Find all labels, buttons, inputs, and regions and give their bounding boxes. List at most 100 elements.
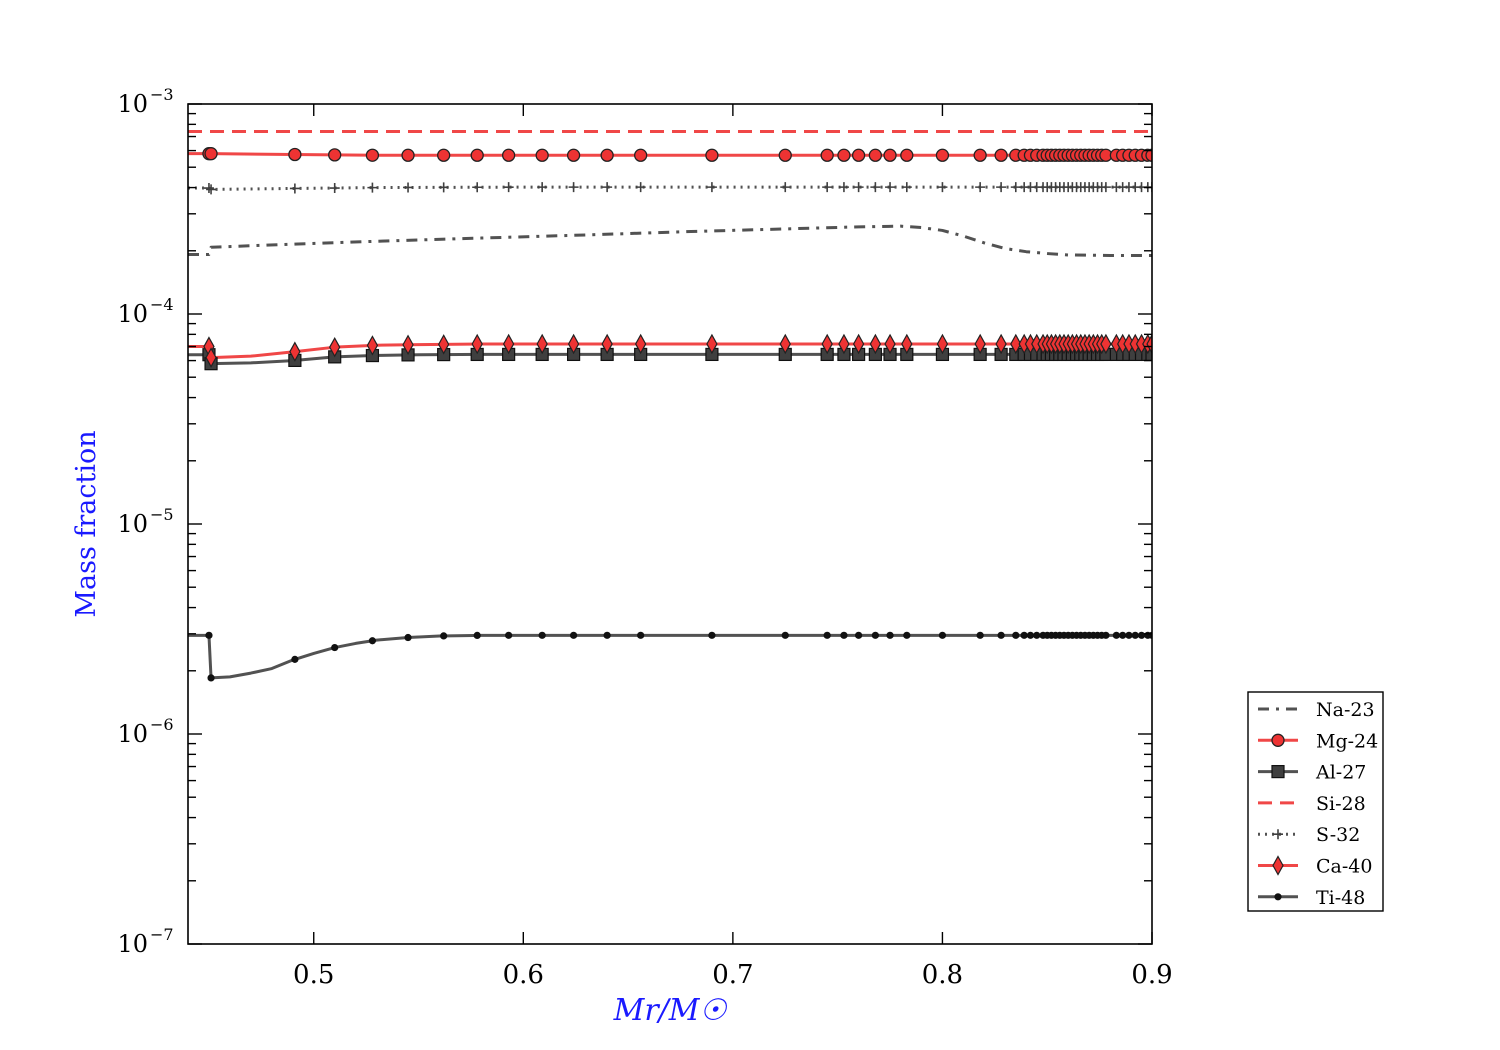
marker-ca-40 bbox=[536, 333, 548, 355]
marker-ti-48 bbox=[637, 631, 645, 639]
marker-s-32 bbox=[885, 182, 896, 193]
y-tick-exponent: −6 bbox=[150, 715, 174, 734]
marker-ca-40 bbox=[1146, 333, 1152, 355]
marker-ti-48 bbox=[440, 632, 448, 640]
marker-s-32 bbox=[472, 182, 483, 193]
marker-mg-24 bbox=[837, 148, 851, 162]
marker-mg-24 bbox=[705, 148, 719, 162]
marker-s-32 bbox=[289, 183, 300, 194]
marker-ti-48 bbox=[1026, 631, 1035, 639]
marker-mg-24 bbox=[328, 148, 342, 162]
marker-mg-24 bbox=[883, 148, 897, 162]
marker-ca-40 bbox=[821, 333, 833, 355]
marker-mg-24 bbox=[288, 147, 302, 162]
marker-ti-48 bbox=[603, 631, 611, 639]
marker-ti-48 bbox=[1112, 631, 1120, 639]
marker-ti-48 bbox=[538, 631, 546, 639]
marker-ti-48 bbox=[205, 631, 213, 639]
marker-s-32 bbox=[853, 182, 864, 193]
marker-s-32 bbox=[937, 182, 948, 193]
marker-mg-24 bbox=[820, 148, 834, 162]
marker-s-32 bbox=[996, 182, 1007, 193]
marker-s-32 bbox=[780, 182, 791, 193]
marker-ca-40 bbox=[601, 333, 613, 355]
tick-labels: 0.5 0.6 0.7 0.8 0.910−310−410−510−610−7 bbox=[117, 85, 1172, 990]
marker-mg-24 bbox=[470, 148, 484, 162]
marker-s-32 bbox=[975, 182, 986, 193]
y-tick-label: 10 bbox=[117, 300, 148, 328]
marker-ca-40 bbox=[402, 334, 414, 355]
marker-mg-24 bbox=[935, 148, 950, 162]
y-tick-label: 10 bbox=[117, 510, 148, 538]
marker-ti-48 bbox=[1119, 631, 1127, 639]
marker-s-32 bbox=[203, 183, 214, 194]
marker-mg-24 bbox=[535, 148, 549, 162]
y-tick-label: 10 bbox=[117, 90, 148, 118]
marker-mg-24 bbox=[900, 148, 914, 162]
marker-mg-24 bbox=[973, 148, 987, 162]
marker-ca-40 bbox=[706, 333, 718, 355]
marker-s-32 bbox=[838, 182, 849, 193]
x-tick-label: 0.9 bbox=[1131, 960, 1172, 990]
y-axis-label: Mass fraction bbox=[71, 430, 102, 617]
marker-ti-48 bbox=[1125, 631, 1133, 639]
marker-ca-40 bbox=[1100, 333, 1112, 355]
marker-ca-40 bbox=[779, 333, 791, 355]
marker-ca-40 bbox=[289, 341, 301, 362]
marker-ti-48 bbox=[404, 633, 412, 642]
marker-mg-24 bbox=[365, 148, 380, 162]
marker-ca-40 bbox=[852, 333, 865, 355]
plot-frame bbox=[187, 103, 1153, 945]
marker-ca-40 bbox=[471, 333, 483, 355]
marker-s-32 bbox=[403, 182, 414, 193]
marker-s-32 bbox=[901, 182, 912, 193]
marker-s-32 bbox=[822, 182, 833, 193]
x-tick-label: 0.6 bbox=[503, 960, 544, 990]
marker-s-32 bbox=[602, 182, 613, 193]
legend-label-ti-48: Ti-48 bbox=[1316, 887, 1365, 909]
marker-mg-24 bbox=[501, 148, 516, 162]
marker-s-32 bbox=[706, 182, 717, 193]
marker-ti-48 bbox=[840, 631, 848, 639]
marker-s-32 bbox=[503, 182, 514, 193]
marker-ca-40 bbox=[634, 333, 647, 355]
marker-ca-40 bbox=[936, 333, 949, 355]
y-tick-exponent: −3 bbox=[150, 85, 174, 104]
marker-mg-24 bbox=[566, 148, 581, 162]
marker-ti-48 bbox=[1131, 631, 1139, 639]
marker-ca-40 bbox=[205, 347, 217, 368]
marker-mg-24 bbox=[204, 147, 218, 161]
marker-ti-48 bbox=[938, 631, 947, 639]
marker-s-32 bbox=[1010, 182, 1021, 193]
marker-ti-48 bbox=[368, 637, 377, 645]
marker-ca-40 bbox=[869, 333, 882, 355]
y-tick-exponent: −7 bbox=[150, 925, 174, 944]
marker-ca-40 bbox=[366, 335, 379, 356]
marker-ca-40 bbox=[974, 333, 986, 355]
legend-label-s-32: S-32 bbox=[1316, 824, 1360, 846]
marker-ti-48 bbox=[1033, 631, 1041, 639]
marker-ti-48 bbox=[331, 643, 339, 652]
marker-ca-40 bbox=[1010, 333, 1022, 355]
marker-ti-48 bbox=[505, 631, 513, 639]
marker-ca-40 bbox=[502, 333, 515, 355]
legend-marker-ti-48 bbox=[1274, 893, 1282, 901]
marker-ca-40 bbox=[838, 333, 850, 355]
legend-label-na-23: Na-23 bbox=[1316, 699, 1375, 721]
marker-ti-48 bbox=[886, 631, 894, 639]
marker-ca-40 bbox=[329, 336, 341, 358]
marker-mg-24 bbox=[600, 148, 614, 162]
marker-ca-40 bbox=[567, 333, 580, 355]
y-tick-label: 10 bbox=[117, 720, 148, 748]
marker-s-32 bbox=[329, 183, 340, 194]
marker-ti-48 bbox=[871, 631, 879, 639]
legend-label-si-28: Si-28 bbox=[1316, 793, 1366, 815]
legend-marker-s-32 bbox=[1273, 829, 1283, 840]
marker-mg-24 bbox=[851, 148, 866, 162]
marker-ti-48 bbox=[207, 674, 215, 682]
marker-mg-24 bbox=[634, 148, 648, 162]
marker-ti-48 bbox=[291, 655, 299, 663]
marker-s-32 bbox=[635, 182, 646, 193]
marker-ti-48 bbox=[473, 631, 481, 639]
series-line-na-23 bbox=[188, 224, 1152, 257]
